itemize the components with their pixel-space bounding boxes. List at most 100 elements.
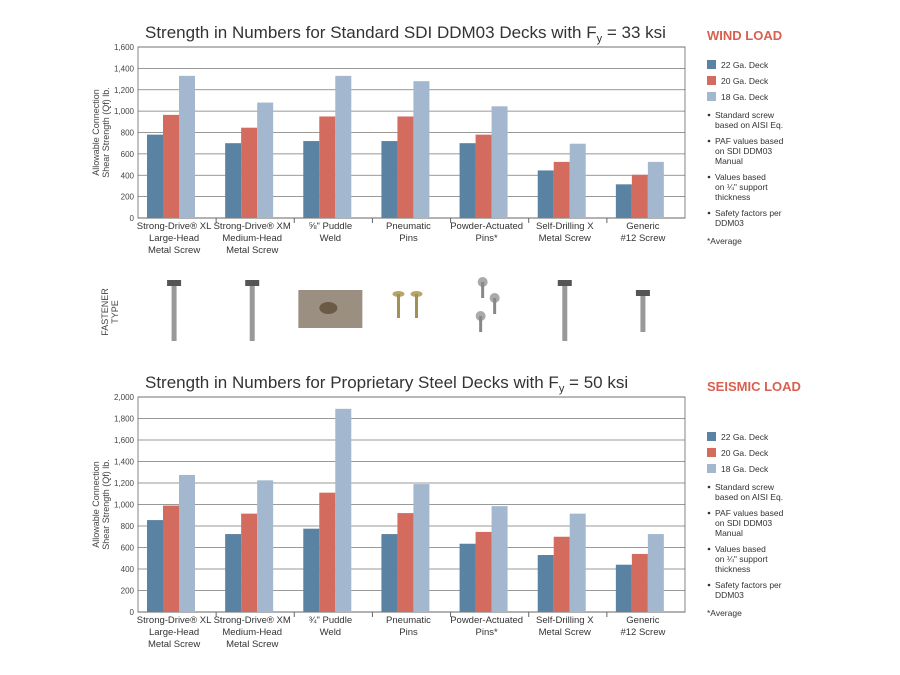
note-text: PAF values based [715, 508, 784, 518]
y-tick-label: 0 [130, 214, 135, 223]
y-tick-label: 1,200 [114, 479, 135, 488]
fastener-type-label: FASTENER [100, 288, 110, 336]
x-category-label: Generic [626, 221, 660, 232]
legend-label: 20 Ga. Deck [721, 76, 769, 86]
x-category-label: Large-Head [149, 627, 199, 638]
x-category-label: Large-Head [149, 233, 199, 244]
x-category-label: Metal Screw [539, 627, 591, 638]
bar-22-ga [381, 141, 398, 218]
x-category-label: ⅝" Puddle [309, 221, 353, 232]
bullet-icon [707, 139, 711, 143]
bar-18-ga [335, 408, 352, 612]
bullet-icon [707, 485, 711, 489]
note-text: Standard screw [715, 482, 775, 492]
bar-22-ga [303, 528, 320, 612]
bar-20-ga [163, 505, 179, 612]
legend-label: 18 Ga. Deck [721, 92, 769, 102]
note-text: Safety factors per [715, 580, 782, 590]
y-tick-label: 1,800 [114, 415, 135, 424]
x-category-label: Pneumatic [386, 221, 431, 232]
y-axis-label: Allowable Connection [91, 89, 101, 176]
x-category-label: Metal Screw [148, 639, 200, 650]
self-drilling-screw-icon [557, 280, 572, 341]
note-text: on ¼" support [715, 182, 768, 192]
footnote: *Average [707, 608, 742, 618]
x-category-label: ¾" Puddle [309, 615, 353, 626]
note-text: Manual [715, 156, 743, 166]
legend-swatch [707, 92, 716, 101]
y-tick-label: 800 [121, 522, 135, 531]
x-category-label: Self-Drilling X [536, 221, 594, 232]
bar-20-ga [319, 492, 336, 612]
note-text: on ¼" support [715, 554, 768, 564]
note-text: Values based [715, 544, 766, 554]
x-category-label: Strong-Drive® XL [137, 615, 212, 626]
note-text: Values based [715, 172, 766, 182]
legend-label: 22 Ga. Deck [721, 432, 769, 442]
bar-20-ga [553, 161, 570, 218]
note-text: thickness [715, 192, 750, 202]
bar-18-ga [569, 513, 586, 612]
bar-22-ga [147, 134, 163, 218]
bar-22-ga [459, 143, 476, 218]
x-category-label: Pins [399, 233, 418, 244]
note-text: Manual [715, 528, 743, 538]
bar-18-ga [647, 161, 664, 218]
bar-18-ga [413, 81, 430, 218]
legend-swatch [707, 448, 716, 457]
chart-1: Strength in Numbers for Standard SDI DDM… [91, 23, 784, 256]
powder-actuated-pins-icon [475, 277, 500, 332]
note-text: based on AISI Eq. [715, 492, 783, 502]
bar-18-ga [491, 106, 508, 218]
fastener-type-label: TYPE [110, 300, 120, 324]
bar-22-ga [459, 543, 476, 612]
bar-18-ga [491, 506, 508, 612]
y-tick-label: 1,000 [114, 107, 135, 116]
bar-22-ga [147, 520, 163, 612]
bar-22-ga [537, 555, 554, 612]
y-tick-label: 1,600 [114, 436, 135, 445]
y-tick-label: 1,400 [114, 64, 135, 73]
x-category-label: Weld [320, 627, 341, 638]
y-tick-label: 1,200 [114, 86, 135, 95]
y-tick-label: 1,400 [114, 458, 135, 467]
x-category-label: Pins [399, 627, 418, 638]
bullet-icon [707, 547, 711, 551]
bar-18-ga [257, 480, 274, 612]
bar-20-ga [241, 127, 258, 218]
y-tick-label: 0 [130, 608, 135, 617]
note-text: thickness [715, 564, 750, 574]
x-category-label: Strong-Drive® XM [214, 615, 291, 626]
bar-20-ga [475, 134, 492, 218]
bar-22-ga [225, 143, 242, 218]
bar-18-ga [179, 75, 195, 218]
bar-20-ga [163, 114, 179, 218]
bar-18-ga [335, 75, 352, 218]
y-tick-label: 1,000 [114, 501, 135, 510]
x-category-label: Self-Drilling X [536, 615, 594, 626]
bar-18-ga [179, 474, 195, 612]
y-tick-label: 400 [121, 565, 135, 574]
legend-swatch [707, 464, 716, 473]
bar-22-ga [225, 534, 242, 612]
x-category-label: Strong-Drive® XL [137, 221, 212, 232]
bar-22-ga [615, 184, 632, 218]
x-category-label: Strong-Drive® XM [214, 221, 291, 232]
legend-label: 18 Ga. Deck [721, 464, 769, 474]
puddle-weld-icon [298, 290, 363, 328]
x-category-label: Medium-Head [222, 627, 282, 638]
note-text: based on AISI Eq. [715, 120, 783, 130]
bar-20-ga [397, 513, 414, 612]
x-category-label: Metal Screw [226, 639, 278, 650]
bullet-icon [707, 113, 711, 117]
y-tick-label: 1,600 [114, 43, 135, 52]
x-category-label: Metal Screw [226, 245, 278, 256]
bar-22-ga [615, 564, 632, 612]
bar-22-ga [303, 141, 320, 218]
x-category-label: #12 Screw [620, 627, 665, 638]
y-tick-label: 400 [121, 171, 135, 180]
x-category-label: Generic [626, 615, 660, 626]
y-tick-label: 800 [121, 129, 135, 138]
